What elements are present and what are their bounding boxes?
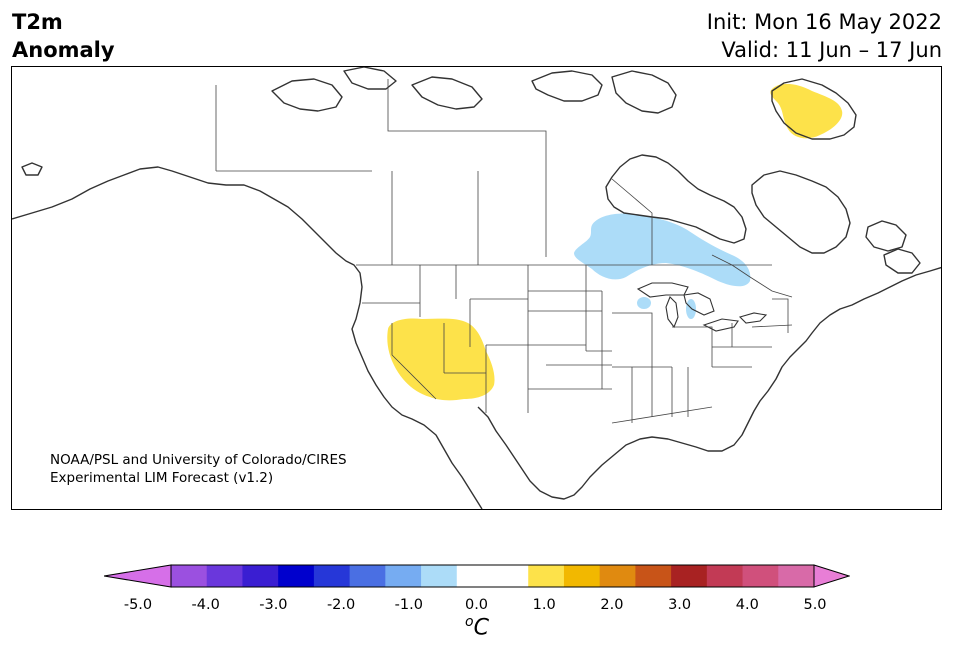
colorbar-cell <box>563 565 601 587</box>
colorbar-tick-label: -4.0 <box>191 597 220 613</box>
credit-line-1: NOAA/PSL and University of Colorado/CIRE… <box>50 452 347 468</box>
colorbar-cell <box>278 565 315 587</box>
colorbar-cell <box>706 565 744 587</box>
colorbar-tick-label: 4.0 <box>735 597 759 613</box>
units-superscript: o <box>465 614 474 630</box>
colorbar-cell <box>206 565 243 587</box>
colorbar-cell <box>635 565 672 587</box>
title-line-1: T2m <box>12 10 63 34</box>
anomaly-hudson-cool <box>574 213 751 287</box>
colorbar-cell <box>742 565 779 587</box>
colorbar-cell <box>528 565 565 587</box>
colorbar-tick-label: -2.0 <box>326 597 356 613</box>
colorbar-tick-label: 3.0 <box>668 597 692 613</box>
init-date: Init: Mon 16 May 2022 <box>706 10 942 34</box>
units-base: C <box>473 615 489 641</box>
map-panel: NOAA/PSL and University of Colorado/CIRE… <box>11 66 942 510</box>
anomaly-southwest-warm <box>387 318 495 401</box>
colorbar-max-extension <box>813 564 850 588</box>
valid-range: Valid: 11 Jun – 17 Jun <box>721 38 942 62</box>
title-line-2: Anomaly <box>12 38 115 62</box>
colorbar-tick-label: -1.0 <box>394 597 423 613</box>
init-valid-info: Init: Mon 16 May 2022 Valid: 11 Jun – 17… <box>707 8 942 64</box>
colorbar-cell <box>456 565 493 587</box>
colorbar-cell <box>385 565 422 587</box>
colorbar-tick-label: -5.0 <box>123 597 153 613</box>
colorbar-tick-label: 5.0 <box>803 597 827 613</box>
north-america-map <box>12 67 941 509</box>
great-lakes <box>636 282 768 332</box>
anomaly-lake-cool-2 <box>686 299 696 319</box>
colorbar-min-extension <box>104 564 172 588</box>
colorbar-tick-label: 2.0 <box>600 597 624 613</box>
colorbar-cell <box>599 565 636 587</box>
colorbar-outline <box>170 564 815 588</box>
colorbar-units: oC <box>465 614 489 640</box>
colorbar-cell <box>171 565 208 587</box>
map-title: T2m Anomaly <box>12 8 115 64</box>
political-borders <box>215 79 793 424</box>
colorbar-cell <box>671 565 708 587</box>
credit-line-2: Experimental LIM Forecast (v1.2) <box>50 470 274 486</box>
anomaly-lake-cool-1 <box>637 297 651 309</box>
colorbar-tick-label: 0.0 <box>464 597 489 613</box>
colorbar-cell <box>778 565 815 587</box>
credit-text: NOAA/PSL and University of Colorado/CIRE… <box>50 451 347 487</box>
colorbar <box>104 564 850 588</box>
anomaly-baffin-warm <box>770 83 843 139</box>
colorbar-tick-label: 1.0 <box>532 597 556 613</box>
colorbar-cell <box>242 565 279 587</box>
colorbar-cell <box>349 565 386 587</box>
coastlines <box>12 67 941 509</box>
colorbar-cell <box>421 565 458 587</box>
colorbar-cell <box>492 565 529 587</box>
colorbar-cell <box>313 565 351 587</box>
colorbar-cells <box>171 565 815 587</box>
colorbar-tick-label: -3.0 <box>259 597 288 613</box>
